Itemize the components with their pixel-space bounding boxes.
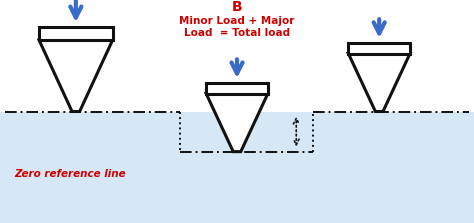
Polygon shape [348,54,410,112]
Text: B: B [232,0,242,14]
Polygon shape [206,94,268,152]
Bar [39,27,112,40]
Bar [348,43,410,54]
Text: Minor Load + Major
Load  = Total load: Minor Load + Major Load = Total load [179,16,295,38]
Bar [0,112,474,223]
Polygon shape [39,40,112,112]
Bar [206,83,268,94]
Text: Zero reference line: Zero reference line [14,169,126,179]
